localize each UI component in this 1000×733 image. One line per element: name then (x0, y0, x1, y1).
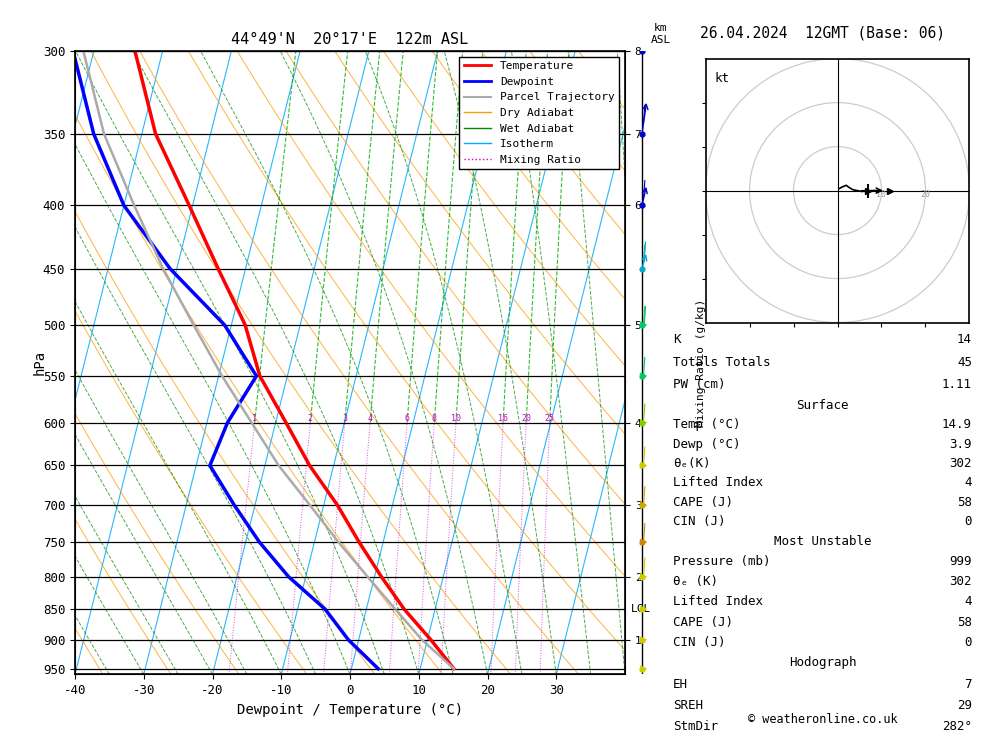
Text: Temp (°C): Temp (°C) (673, 419, 740, 432)
Text: Surface: Surface (796, 399, 849, 412)
Text: CAPE (J): CAPE (J) (673, 496, 733, 509)
Text: Pressure (mb): Pressure (mb) (673, 555, 770, 568)
Text: 14: 14 (957, 333, 972, 346)
Text: 26.04.2024  12GMT (Base: 06): 26.04.2024 12GMT (Base: 06) (700, 26, 945, 40)
Text: 29: 29 (957, 699, 972, 712)
Text: Totals Totals: Totals Totals (673, 356, 770, 369)
Text: 302: 302 (950, 457, 972, 470)
Text: θₑ (K): θₑ (K) (673, 575, 718, 589)
Text: 10: 10 (451, 413, 461, 423)
Text: 4: 4 (964, 476, 972, 490)
Text: Dewp (°C): Dewp (°C) (673, 438, 740, 451)
Text: © weatheronline.co.uk: © weatheronline.co.uk (748, 712, 897, 726)
Text: 302: 302 (950, 575, 972, 589)
Text: CIN (J): CIN (J) (673, 636, 726, 649)
Legend: Temperature, Dewpoint, Parcel Trajectory, Dry Adiabat, Wet Adiabat, Isotherm, Mi: Temperature, Dewpoint, Parcel Trajectory… (459, 57, 619, 169)
Text: 45: 45 (957, 356, 972, 369)
Text: 20: 20 (521, 413, 531, 423)
Text: LCL: LCL (631, 604, 651, 614)
Text: 1: 1 (252, 413, 257, 423)
Text: 4: 4 (964, 595, 972, 608)
Text: SREH: SREH (673, 699, 703, 712)
Text: Lifted Index: Lifted Index (673, 476, 763, 490)
Text: θₑ(K): θₑ(K) (673, 457, 710, 470)
Text: Most Unstable: Most Unstable (774, 535, 871, 548)
Text: 25: 25 (545, 413, 555, 423)
Text: 10: 10 (876, 190, 886, 199)
Text: 2: 2 (308, 413, 313, 423)
Title: 44°49'N  20°17'E  122m ASL: 44°49'N 20°17'E 122m ASL (231, 32, 469, 48)
Text: 14.9: 14.9 (942, 419, 972, 432)
Text: Mixing Ratio (g/kg): Mixing Ratio (g/kg) (696, 299, 706, 427)
Text: 1.11: 1.11 (942, 378, 972, 391)
Text: kt: kt (714, 72, 729, 85)
Text: km
ASL: km ASL (651, 23, 671, 45)
Text: 16: 16 (498, 413, 508, 423)
Text: CIN (J): CIN (J) (673, 515, 726, 528)
Text: 999: 999 (950, 555, 972, 568)
Text: 3.9: 3.9 (950, 438, 972, 451)
Text: PW (cm): PW (cm) (673, 378, 726, 391)
Text: 0: 0 (964, 636, 972, 649)
Text: 282°: 282° (942, 721, 972, 733)
Text: hPa: hPa (32, 350, 46, 375)
X-axis label: Dewpoint / Temperature (°C): Dewpoint / Temperature (°C) (237, 703, 463, 717)
Text: 7: 7 (964, 678, 972, 690)
Text: 58: 58 (957, 496, 972, 509)
Text: EH: EH (673, 678, 688, 690)
Text: 6: 6 (405, 413, 410, 423)
Text: Hodograph: Hodograph (789, 657, 856, 669)
Text: 4: 4 (368, 413, 373, 423)
Text: 0: 0 (964, 515, 972, 528)
Text: Lifted Index: Lifted Index (673, 595, 763, 608)
Text: 58: 58 (957, 616, 972, 629)
Text: K: K (673, 333, 680, 346)
Text: 3: 3 (342, 413, 347, 423)
Text: CAPE (J): CAPE (J) (673, 616, 733, 629)
Text: StmDir: StmDir (673, 721, 718, 733)
Text: 8: 8 (432, 413, 437, 423)
Text: 20: 20 (920, 190, 930, 199)
